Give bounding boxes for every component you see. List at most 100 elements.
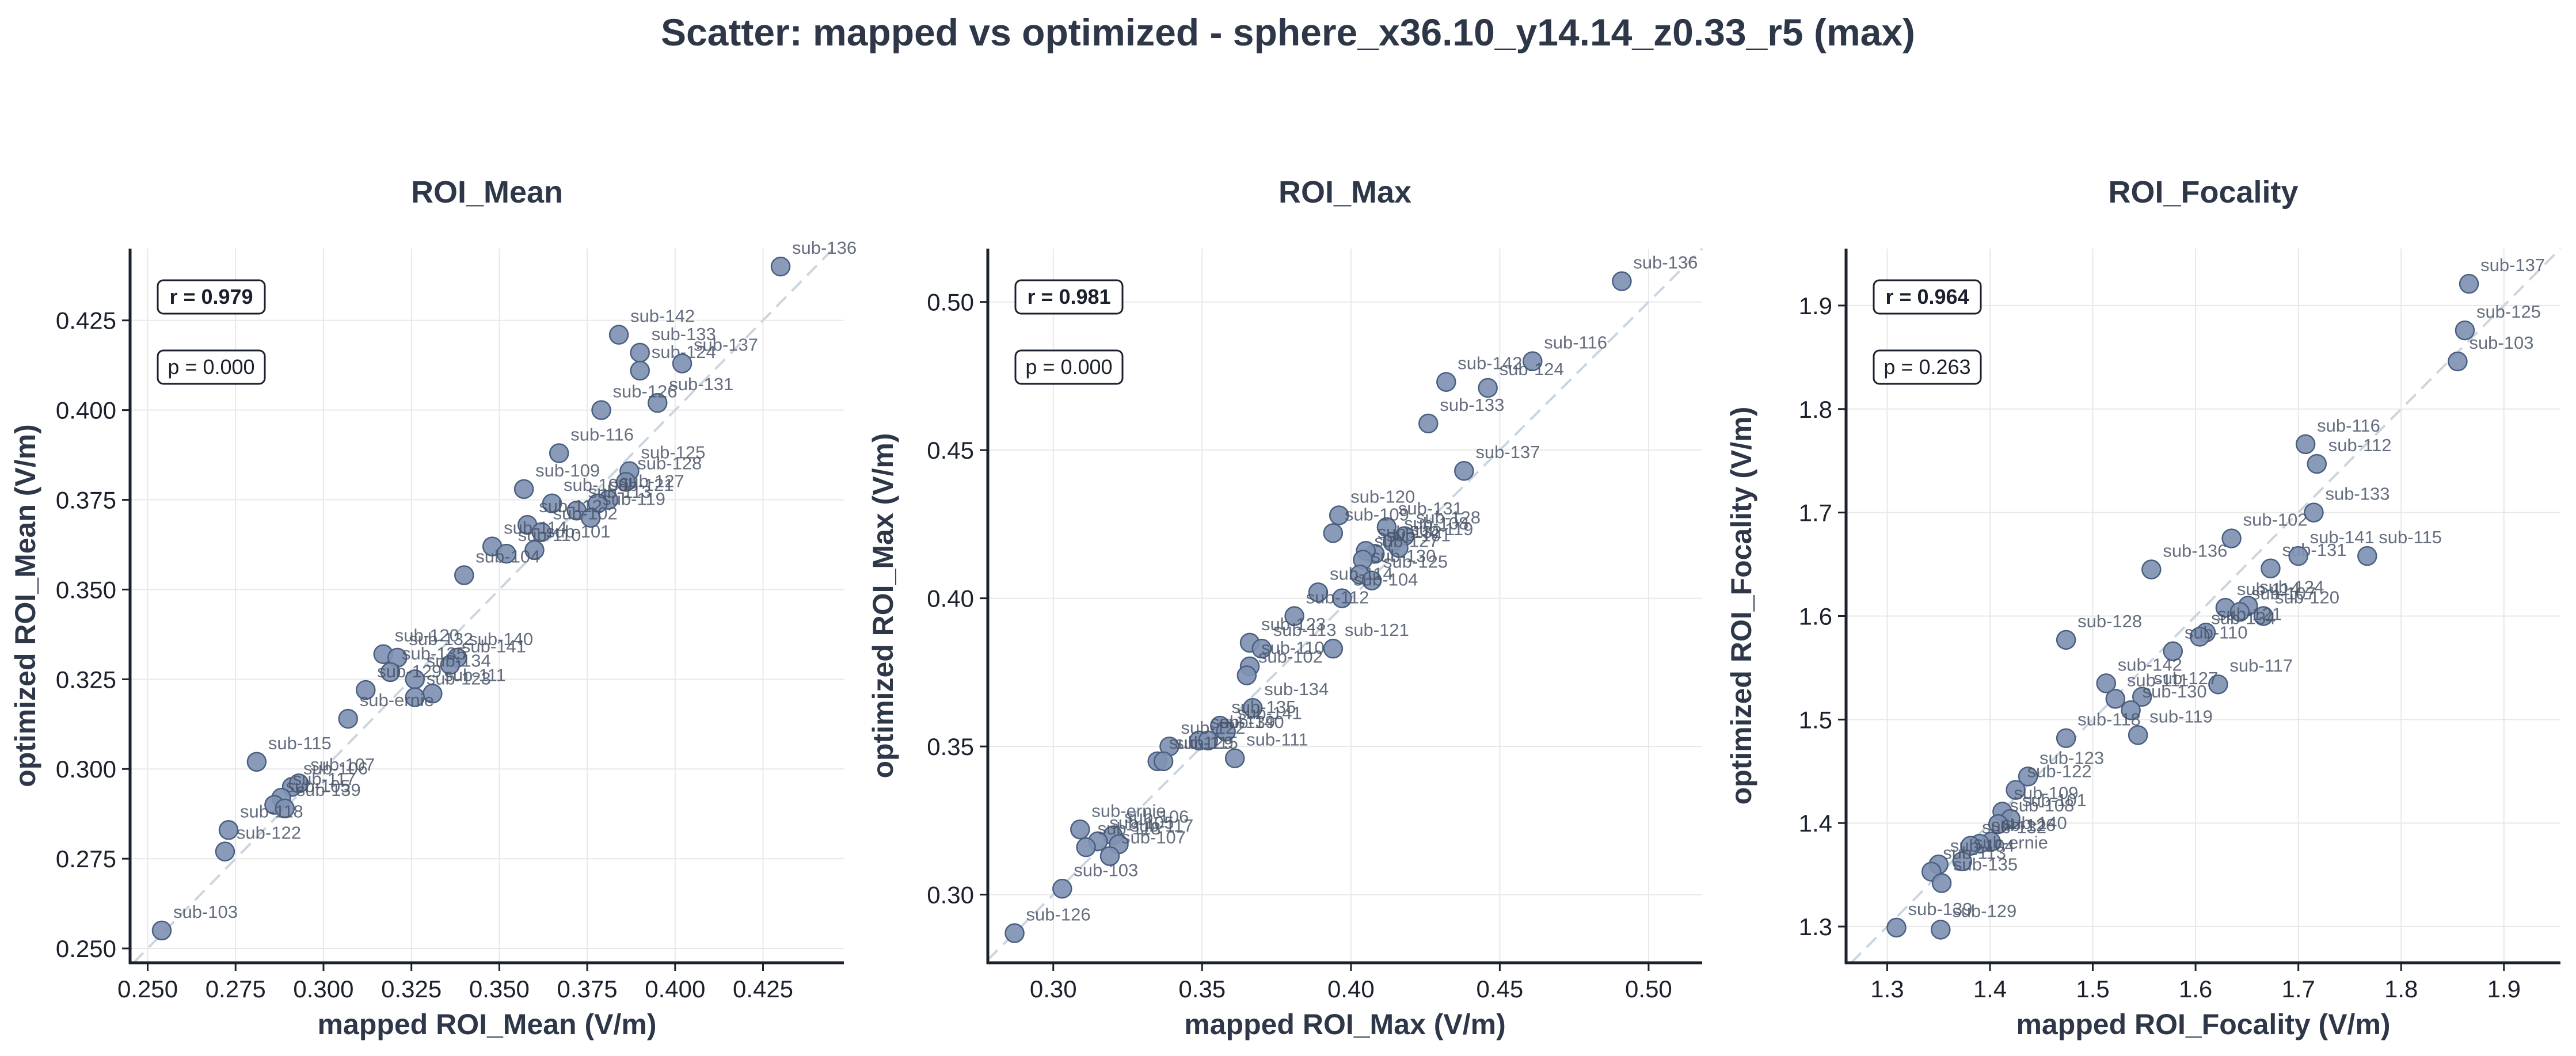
point-label: sub-104	[1353, 570, 1418, 590]
data-point	[591, 400, 611, 420]
point-label: sub-121	[1345, 620, 1409, 640]
data-point	[1308, 582, 1329, 603]
identity-line	[1850, 247, 2562, 964]
data-point	[580, 508, 601, 528]
point-label: sub-127	[620, 471, 684, 491]
r-stat-label: r = 0.979	[169, 285, 253, 308]
data-point	[218, 820, 239, 840]
point-label: sub-121	[2217, 604, 2282, 624]
y-tick-label: 0.275	[56, 845, 116, 872]
data-point	[2056, 630, 2076, 650]
data-point	[630, 360, 650, 381]
point-label: sub-132	[409, 629, 473, 649]
y-tick-label: 0.300	[56, 756, 116, 783]
point-label: sub-134	[2211, 608, 2276, 628]
x-tick-label: 0.45	[1477, 975, 1524, 1002]
point-label: sub-139	[1908, 899, 1972, 919]
data-point	[1052, 879, 1072, 899]
point-label: sub-111	[2127, 670, 2189, 690]
point-label: sub-126	[1991, 815, 2056, 835]
point-label: sub-101	[546, 521, 610, 542]
point-label: sub-136	[1633, 253, 1698, 273]
data-point	[496, 543, 516, 564]
p-stat-label: p = 0.000	[1025, 355, 1112, 379]
y-axis-label: optimized ROI_Max (V/m)	[867, 433, 899, 778]
x-tick-label: 0.325	[381, 975, 442, 1002]
x-tick-label: 0.425	[733, 975, 793, 1002]
point-label: sub-114	[504, 518, 567, 538]
data-point	[356, 680, 376, 700]
data-point	[338, 708, 358, 729]
y-tick-label: 1.6	[1799, 603, 1832, 630]
y-tick-label: 1.5	[1799, 706, 1832, 733]
data-point	[542, 493, 562, 514]
data-point	[2304, 502, 2324, 523]
panel-title: ROI_Focality	[2108, 175, 2298, 209]
point-label: sub-122	[2027, 761, 2092, 781]
data-point	[2295, 434, 2316, 455]
point-label: sub-132	[1378, 522, 1442, 542]
point-label: sub-127	[1375, 531, 1439, 551]
data-point	[1931, 873, 1952, 893]
point-label: sub-115	[2379, 527, 2442, 547]
point-label: sub-112	[2328, 435, 2392, 455]
point-label: sub-126	[1026, 905, 1091, 925]
data-point	[1323, 638, 1344, 659]
x-tick-label: 0.300	[293, 975, 353, 1002]
point-label: sub-140	[1220, 712, 1284, 732]
r-stat-box	[1873, 279, 1982, 315]
point-label: sub-127	[2153, 668, 2218, 688]
point-label: sub-124	[1500, 359, 1564, 379]
data-point	[2459, 273, 2479, 294]
data-point	[1388, 537, 1409, 558]
point-label: sub-128	[637, 453, 702, 473]
data-point	[1612, 271, 1632, 291]
point-label: sub-139	[296, 780, 361, 800]
data-point	[2307, 453, 2327, 474]
data-point	[1988, 814, 2008, 834]
data-point	[1960, 836, 1981, 856]
data-point	[1523, 351, 1543, 371]
point-label: sub-102	[2243, 510, 2308, 530]
point-label: sub-105	[1109, 813, 1174, 833]
x-tick-label: 1.9	[2487, 975, 2521, 1002]
r-stat-box	[1014, 279, 1124, 315]
data-point	[215, 841, 235, 861]
point-label: sub-140	[469, 629, 533, 649]
y-axis-label: optimized ROI_Mean (V/m)	[9, 424, 41, 787]
point-label: sub-104	[475, 546, 540, 566]
data-point	[2261, 558, 2281, 579]
y-tick-label: 1.8	[1799, 396, 1832, 423]
point-label: sub-128	[2077, 611, 2142, 631]
point-label: sub-118	[240, 801, 303, 821]
data-point	[1332, 588, 1352, 608]
point-label: sub-112	[539, 496, 602, 516]
point-label: sub-122	[237, 823, 301, 843]
p-stat-box	[1014, 349, 1124, 385]
point-label: sub-113	[588, 482, 652, 502]
point-label: sub-128	[1416, 507, 1481, 527]
r-stat-label: r = 0.981	[1027, 285, 1110, 308]
point-label: sub-130	[1371, 546, 1436, 566]
p-stat-label: p = 0.263	[1884, 355, 1970, 379]
data-point	[1323, 523, 1344, 543]
point-label: sub-113	[1943, 843, 2006, 863]
point-label: sub-111	[1246, 730, 1308, 750]
data-point	[1153, 751, 1174, 772]
x-axis-label: mapped ROI_Mean (V/m)	[318, 1008, 657, 1040]
point-label: sub-137	[694, 335, 758, 355]
data-point	[1952, 851, 1973, 871]
data-point	[2455, 320, 2475, 341]
data-point	[380, 662, 401, 683]
point-label: sub-120	[2275, 587, 2339, 607]
figure-title: Scatter: mapped vs optimized - sphere_x3…	[660, 11, 1916, 54]
point-label: sub-132	[1982, 817, 2046, 837]
data-point	[513, 479, 534, 500]
data-point	[275, 798, 295, 819]
point-label: sub-126	[613, 382, 678, 402]
data-point	[549, 443, 569, 463]
data-point	[1216, 722, 1236, 742]
x-tick-label: 1.5	[2076, 975, 2109, 1002]
point-label: sub-131	[1398, 498, 1463, 519]
point-label: sub-133	[652, 324, 716, 344]
